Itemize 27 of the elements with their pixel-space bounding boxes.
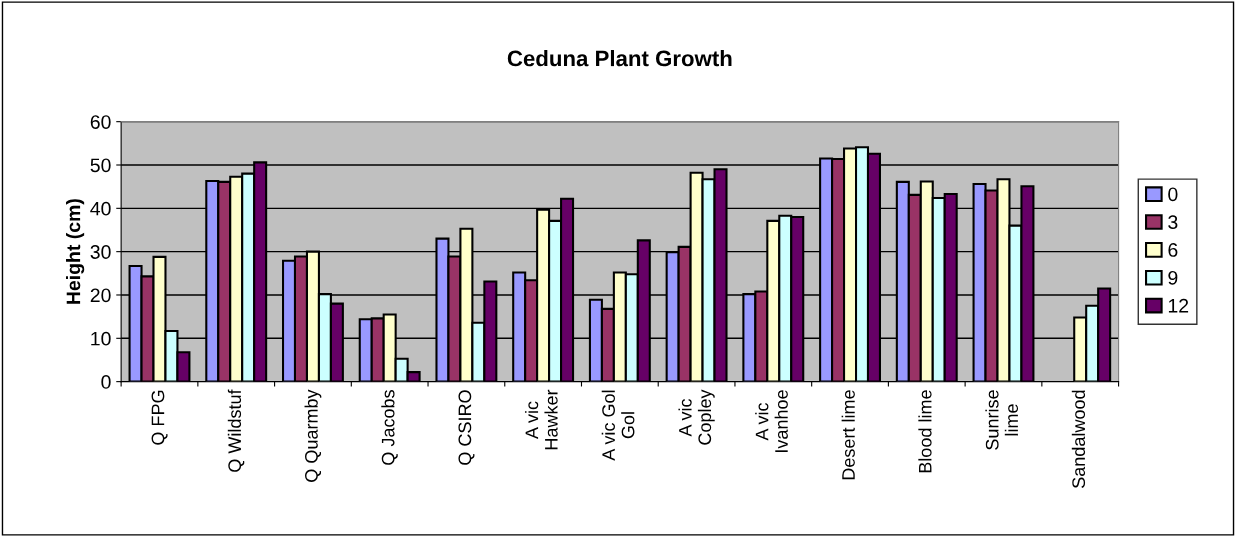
y-tick-label: 50 <box>90 158 111 173</box>
y-tick-label: 30 <box>90 245 111 259</box>
x-tick-label: Q CSIRO <box>458 390 475 465</box>
legend-label: 3 <box>1168 215 1178 230</box>
x-tick-label: Q FPG <box>151 390 168 445</box>
y-tick-label: 0 <box>101 375 111 389</box>
y-tick-label: 10 <box>91 331 111 346</box>
x-tick-label: A vic Gol Gol <box>601 390 635 461</box>
legend-label: 9 <box>1168 270 1178 285</box>
x-tick-label: Q Jacobs <box>381 390 398 465</box>
x-tick-label: Sandalwood <box>1071 390 1086 488</box>
x-tick-label: Q Quarmby <box>304 389 322 482</box>
legend-label: 12 <box>1168 298 1189 313</box>
legend-label: 0 <box>1168 187 1178 202</box>
y-tick-label: 40 <box>90 201 111 216</box>
x-tick-label: A vic Hawker <box>524 389 558 450</box>
x-tick-label: Blood lime <box>918 390 932 473</box>
chart-title: Ceduna Plant Growth <box>507 50 732 67</box>
x-tick-label: Q Wildstuf <box>227 389 245 472</box>
legend-label: 6 <box>1168 243 1178 257</box>
x-tick-label: Sunrise lime <box>985 390 1019 450</box>
y-axis-title: Height (cm) <box>66 199 85 304</box>
x-tick-label: Desert lime <box>841 390 855 480</box>
y-tick-label: 20 <box>90 288 111 303</box>
y-tick-label: 60 <box>90 115 111 129</box>
x-tick-label: A vic Copley <box>678 389 715 445</box>
x-tick-label: A vic Ivanhoe <box>755 390 788 453</box>
